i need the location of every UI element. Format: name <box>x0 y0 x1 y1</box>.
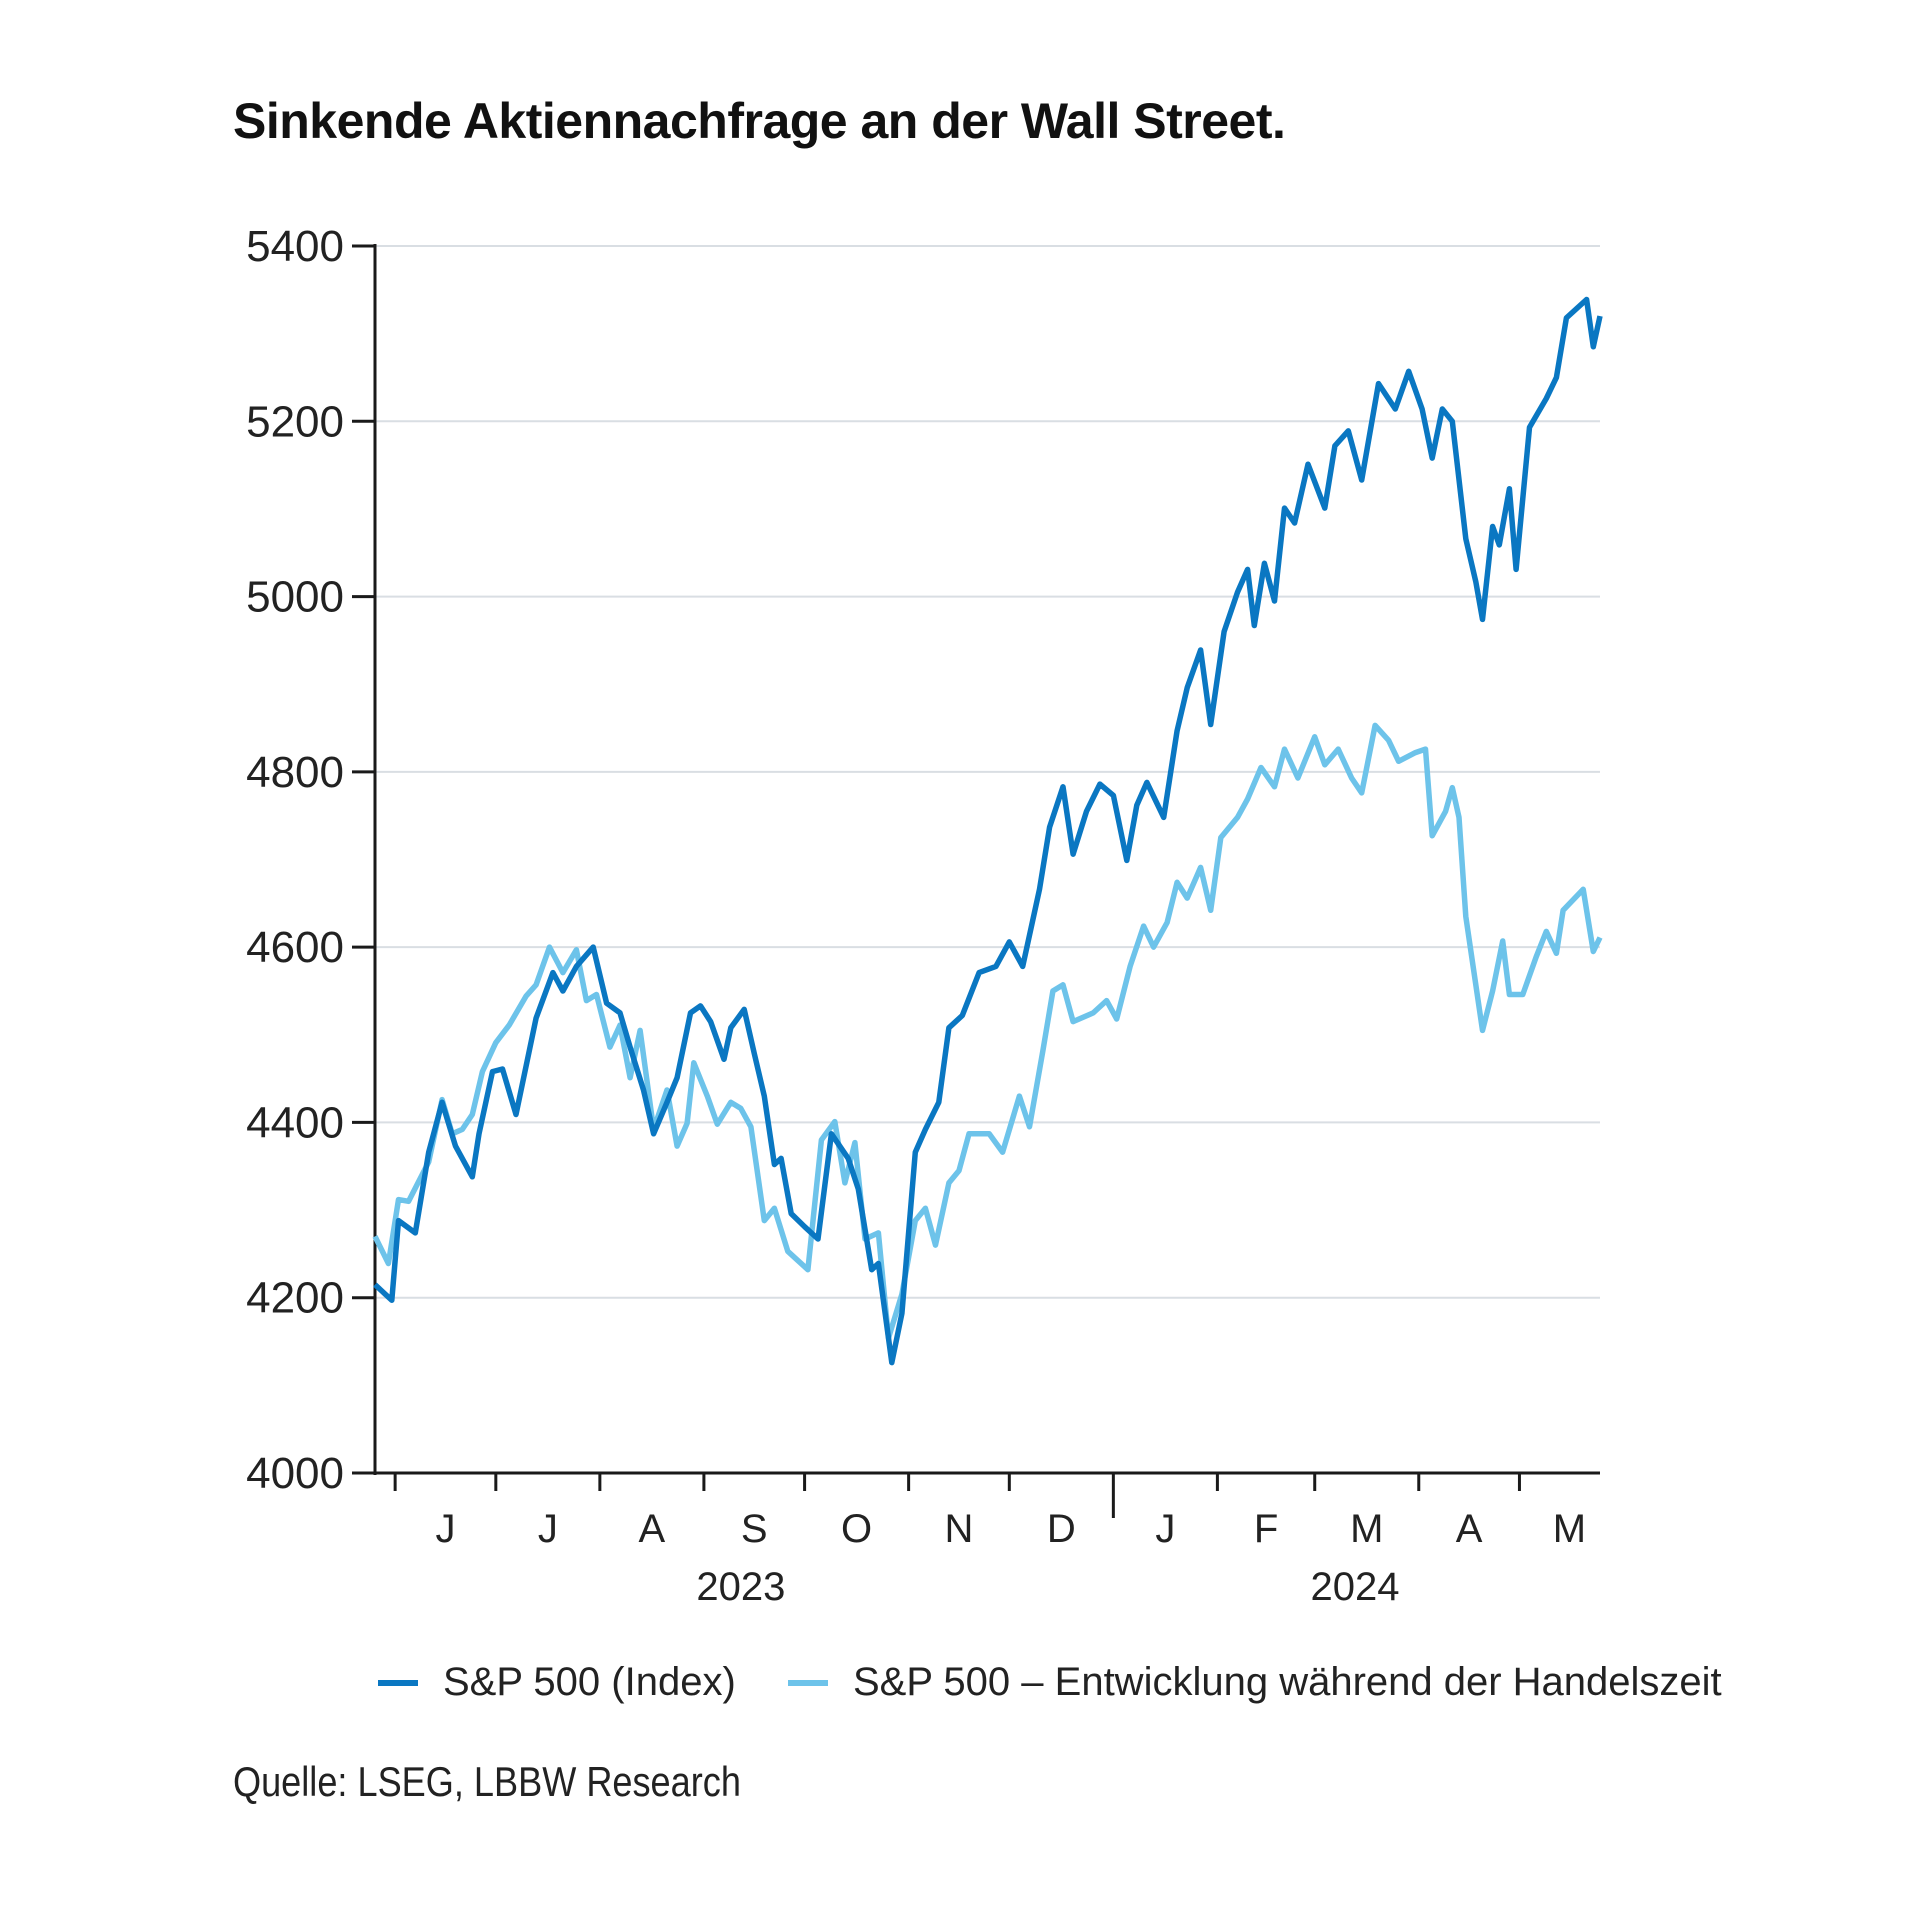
y-tick-label: 4400 <box>246 1098 344 1147</box>
y-tick-label: 5200 <box>246 397 344 446</box>
x-tick-label: O <box>841 1507 872 1551</box>
y-tick-label: 4200 <box>246 1274 344 1323</box>
legend-item-session: S&P 500 – Entwicklung während der Handel… <box>788 1660 1722 1705</box>
year-label-2023: 2023 <box>696 1565 785 1609</box>
legend-label-index: S&P 500 (Index) <box>443 1660 736 1704</box>
x-tick-label: M <box>1553 1507 1586 1551</box>
x-tick-label: M <box>1350 1507 1383 1551</box>
y-tick-label: 5400 <box>246 222 344 271</box>
x-tick-label: S <box>741 1507 768 1551</box>
series-line-index <box>373 296 1603 1366</box>
x-tick-label: J <box>435 1507 455 1551</box>
x-tick-label: A <box>639 1507 666 1551</box>
y-tick-label: 5000 <box>246 573 344 622</box>
legend-swatch-session <box>788 1679 828 1686</box>
y-tick-label: 4000 <box>246 1449 344 1498</box>
x-tick-label: J <box>538 1507 558 1551</box>
series-line-session <box>372 722 1603 1341</box>
x-tick-label: A <box>1456 1507 1483 1551</box>
y-tick-label: 4800 <box>246 748 344 797</box>
x-tick-label: N <box>945 1507 974 1551</box>
year-label-2024: 2024 <box>1311 1565 1400 1609</box>
y-tick-label: 4600 <box>246 923 344 972</box>
x-tick-label: D <box>1047 1507 1076 1551</box>
x-tick-label: F <box>1254 1507 1278 1551</box>
source-note: Quelle: LSEG, LBBW Research <box>233 1758 741 1805</box>
chart-title: Sinkende Aktiennachfrage an der Wall Str… <box>233 93 1286 149</box>
x-tick-label: J <box>1155 1507 1175 1551</box>
legend-label-session: S&P 500 – Entwicklung während der Handel… <box>853 1660 1722 1704</box>
legend-item-index: S&P 500 (Index) <box>378 1660 736 1705</box>
legend-swatch-index <box>378 1679 418 1686</box>
